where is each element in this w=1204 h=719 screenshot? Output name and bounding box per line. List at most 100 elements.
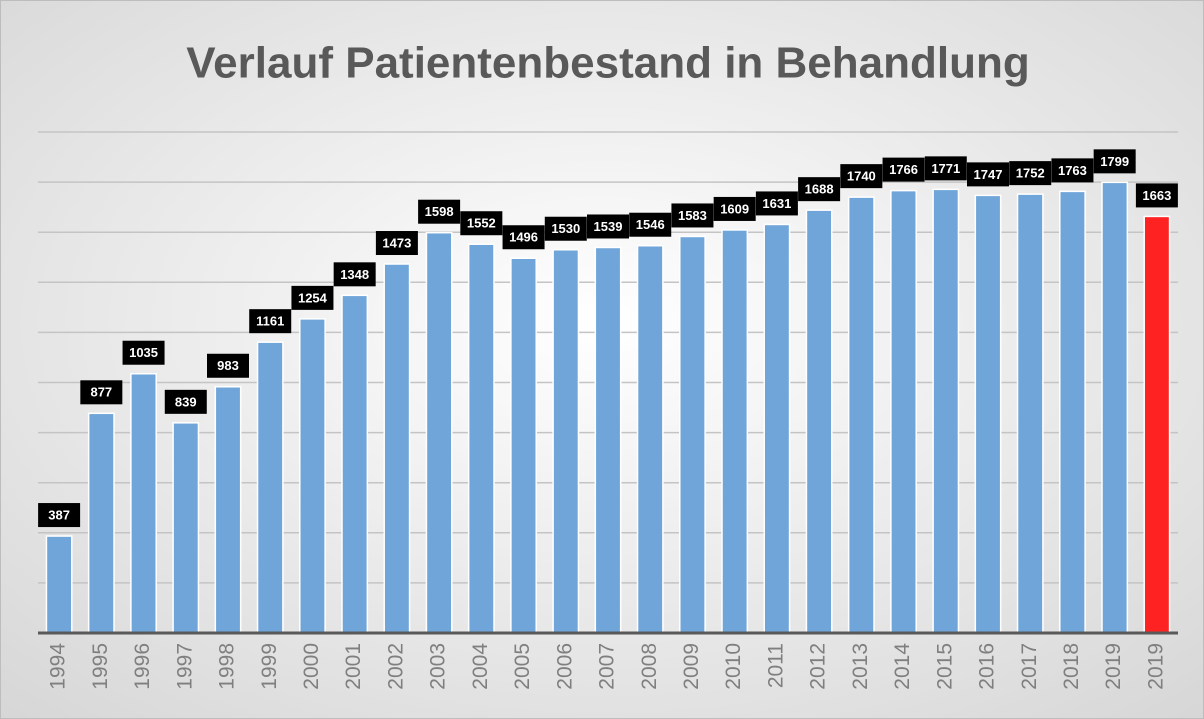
bar	[1143, 215, 1171, 634]
x-tick-label: 2015	[933, 643, 956, 690]
bar	[847, 196, 875, 634]
x-tick-label: 1995	[89, 643, 112, 690]
data-label: 877	[90, 385, 112, 400]
data-label: 1609	[720, 201, 749, 216]
x-tick-label: 2012	[807, 643, 830, 690]
x-tick-label: 1999	[258, 643, 281, 690]
data-label-box	[502, 225, 545, 250]
x-tick-label: 2007	[596, 643, 619, 690]
x-tick-label: 2004	[469, 643, 492, 690]
data-label: 387	[48, 507, 70, 522]
data-label-box	[207, 353, 249, 378]
data-label: 1663	[1142, 188, 1171, 203]
bar	[425, 231, 453, 634]
x-tick-label: 2013	[849, 643, 872, 690]
data-label: 1161	[256, 314, 284, 329]
data-label-box	[587, 214, 629, 239]
data-label-box	[1093, 149, 1136, 174]
data-label: 1496	[509, 230, 538, 245]
data-label-box	[840, 164, 883, 189]
data-label: 1583	[678, 208, 707, 223]
bar	[510, 257, 537, 634]
bar	[932, 188, 960, 634]
bar	[45, 535, 73, 634]
bar	[552, 248, 580, 634]
data-label: 1473	[382, 235, 411, 250]
bar	[341, 294, 369, 634]
x-tick-label: 2006	[553, 643, 576, 690]
data-label: 1552	[467, 216, 496, 231]
data-label-box	[418, 199, 461, 224]
bar	[594, 246, 622, 634]
data-label-box	[882, 157, 925, 182]
bar	[172, 422, 200, 634]
data-label-box	[375, 231, 418, 256]
bar	[1059, 190, 1086, 634]
x-tick-label: 1998	[216, 643, 239, 690]
data-label-box	[671, 203, 714, 228]
x-tick-label: 2016	[976, 643, 999, 690]
x-tick-label: 2019	[1144, 643, 1167, 690]
bar	[974, 194, 1002, 634]
bar	[299, 318, 326, 634]
x-tick-label: 1996	[131, 643, 154, 690]
data-label-box	[333, 262, 376, 287]
data-label: 1771	[931, 161, 960, 176]
x-tick-label: 2011	[764, 643, 787, 688]
x-tick-label: 2002	[384, 643, 407, 690]
bar	[87, 412, 115, 634]
data-label: 1740	[847, 169, 876, 184]
data-label: 1530	[551, 221, 580, 236]
bar	[763, 223, 791, 634]
data-label: 1598	[425, 204, 454, 219]
data-label-box	[798, 177, 841, 202]
data-label: 1747	[974, 167, 1003, 182]
x-tick-label: 1994	[47, 643, 70, 690]
bar	[890, 189, 917, 634]
x-tick-label: 2008	[638, 643, 661, 690]
bar	[1016, 193, 1044, 634]
data-label: 1766	[889, 162, 918, 177]
x-tick-label: 2005	[511, 643, 534, 690]
data-label-box	[291, 285, 334, 310]
data-label-box	[460, 211, 503, 236]
bar	[256, 341, 284, 634]
x-tick-label: 2010	[722, 643, 745, 690]
data-label-box	[967, 162, 1009, 187]
data-label: 1799	[1100, 154, 1129, 169]
x-tick-label: 2009	[680, 643, 703, 690]
data-label: 983	[217, 358, 239, 373]
chart-title: Verlauf Patientenbestand in Behandlung	[186, 39, 1029, 88]
data-label: 1348	[340, 267, 369, 282]
bar	[636, 244, 664, 634]
bar	[130, 372, 157, 634]
data-label: 1763	[1058, 163, 1087, 178]
x-tick-label: 2018	[1060, 643, 1083, 690]
data-label: 1539	[594, 219, 623, 234]
bar	[467, 243, 495, 634]
x-tick-label: 1997	[173, 643, 196, 690]
bar	[679, 235, 706, 634]
data-label-box	[1135, 183, 1178, 208]
data-label-box	[249, 309, 292, 334]
bar	[383, 263, 411, 634]
data-label-box	[544, 216, 587, 241]
data-label-box	[713, 196, 756, 221]
data-label: 1752	[1016, 166, 1045, 181]
data-label-box	[164, 389, 207, 414]
bar	[721, 229, 749, 634]
data-label-box	[80, 380, 123, 405]
data-label-box	[629, 212, 672, 237]
x-tick-label: 2003	[427, 643, 450, 690]
data-label: 1631	[762, 196, 791, 211]
data-label-box	[1051, 158, 1094, 183]
bar	[805, 209, 833, 634]
data-label: 1688	[805, 182, 834, 197]
data-label: 839	[175, 394, 197, 409]
bar	[214, 386, 242, 634]
data-label: 1035	[129, 345, 158, 360]
data-label: 1254	[298, 290, 328, 305]
x-tick-label: 2019	[1102, 643, 1125, 690]
